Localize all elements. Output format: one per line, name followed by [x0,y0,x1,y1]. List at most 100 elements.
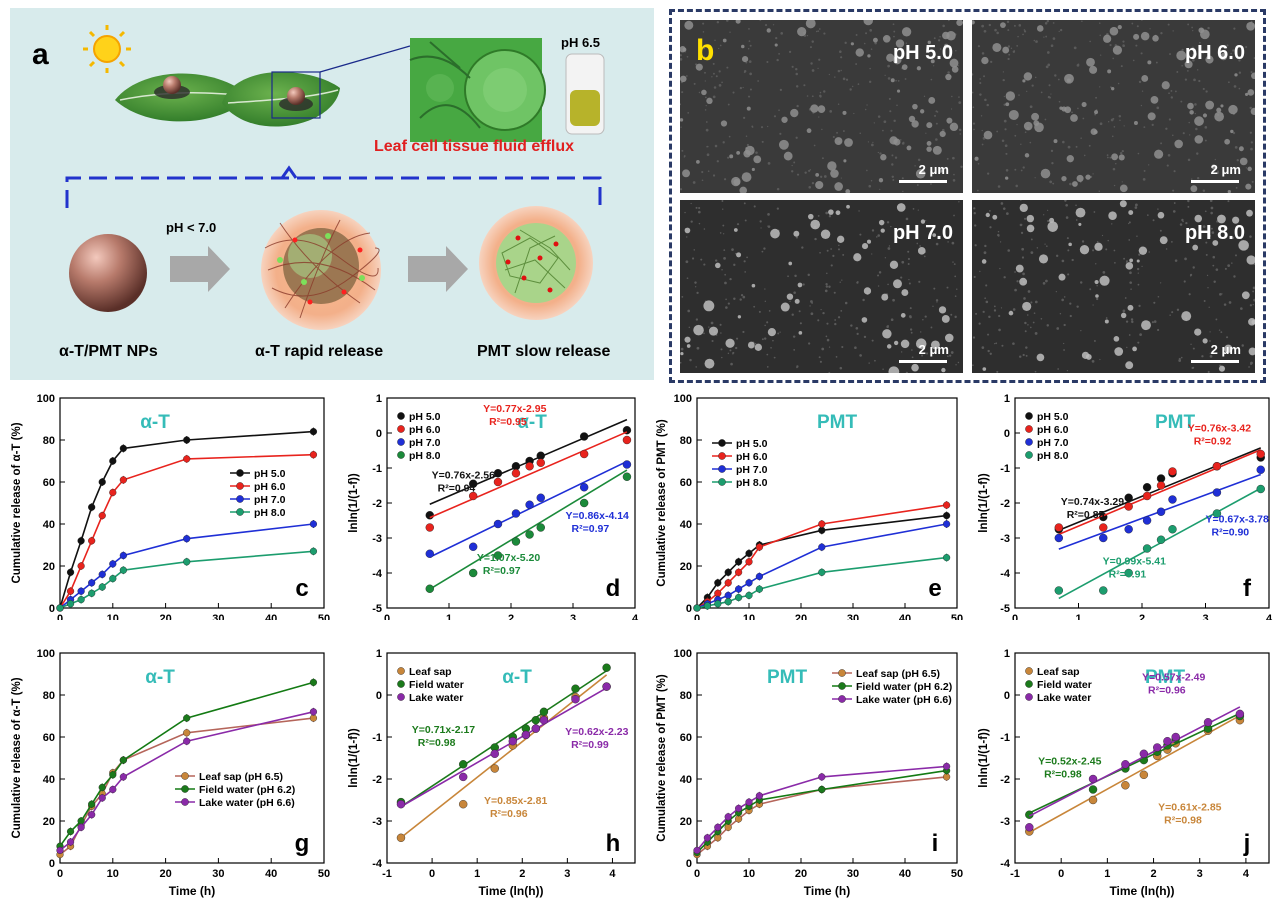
sem-noise-dot [694,286,697,288]
data-point [309,678,318,687]
sem-noise-dot [1023,30,1027,33]
sem-particle [1036,353,1045,362]
sem-noise-dot [906,229,909,233]
x-tick-label: 20 [159,868,171,880]
panel-letter: c [295,575,308,602]
sem-particle [908,115,916,123]
sem-noise-dot [973,211,976,215]
sem-noise-dot [871,229,875,232]
sem-noise-dot [1067,145,1071,149]
sem-noise-dot [753,305,756,308]
sem-particle [1109,26,1119,36]
sem-particle [680,75,687,83]
sem-noise-dot [1212,255,1216,259]
sem-noise-dot [1172,210,1176,213]
sem-noise-dot [714,144,718,148]
data-point [88,800,96,808]
sem-noise-dot [1160,142,1163,145]
sem-noise-dot [1031,84,1034,87]
sem-noise-dot [685,236,688,238]
sem-noise-dot [768,310,771,312]
sem-particle [793,230,800,237]
sem-noise-dot [1091,359,1095,363]
sem-noise-dot [1129,271,1132,275]
data-point [109,457,117,465]
sem-noise-dot [819,360,822,363]
sem-noise-dot [684,211,686,214]
sem-noise-dot [839,281,841,283]
sem-particle [1152,35,1159,42]
sem-noise-dot [820,309,822,311]
sem-noise-dot [1140,104,1143,107]
sem-noise-dot [687,309,691,313]
sem-noise-dot [1192,30,1194,32]
sem-noise-dot [1109,43,1112,47]
legend-marker [397,412,405,420]
sem-noise-dot [988,315,991,319]
sem-noise-dot [917,158,921,162]
sem-noise-dot [779,132,782,135]
sem-noise-dot [1022,353,1025,357]
legend-marker [397,451,405,459]
sem-noise-dot [1059,313,1062,315]
legend-label: pH 5.0 [1037,411,1069,423]
sem-noise-dot [1220,229,1224,233]
data-point [1124,525,1133,534]
chart-title: α-T [502,667,532,688]
sem-noise-dot [721,269,723,271]
data-point [622,460,632,469]
data-point [1121,760,1130,769]
sem-noise-dot [1250,362,1253,366]
sem-noise-dot [679,188,683,191]
sem-noise-dot [1040,91,1043,94]
sem-noise-dot [1196,152,1199,155]
x-tick-label: 0 [694,868,700,880]
sem-noise-dot [1014,288,1017,292]
legend-label: pH 5.0 [254,468,286,480]
sem-noise-dot [1131,320,1134,324]
sem-noise-dot [887,64,891,68]
sem-noise-dot [1033,39,1036,42]
sem-noise-dot [998,314,1001,318]
sem-noise-dot [735,346,738,350]
sem-noise-dot [1067,249,1070,252]
sem-particle [1161,81,1170,90]
sem-noise-dot [1174,259,1178,262]
data-point [1168,467,1177,476]
sem-noise-dot [728,135,731,138]
sem-noise-dot [892,178,895,181]
sem-noise-dot [715,259,718,262]
sem-particle [684,20,694,30]
sem-noise-dot [1245,45,1248,49]
sem-noise-dot [1136,267,1140,271]
sem-noise-dot [1137,341,1140,344]
y-tick-label: 40 [680,519,692,531]
sem-particle [1238,240,1249,251]
sem-noise-dot [852,85,854,88]
sem-particle [1058,273,1066,281]
sem-particle [941,367,946,373]
sem-noise-dot [1238,59,1241,62]
sem-noise-dot [1209,234,1212,237]
x-tick-label: 3 [1202,613,1208,620]
sem-particle [1000,22,1006,29]
sem-noise-dot [1021,256,1025,259]
sem-noise-dot [821,157,824,160]
sem-particle [709,49,713,54]
sem-particle [1147,112,1156,121]
sem-noise-dot [764,24,768,27]
sem-noise-dot [1030,301,1033,304]
data-point [714,600,722,608]
sem-noise-dot [802,283,805,286]
sem-particle [1194,328,1202,336]
sem-noise-dot [1014,271,1016,273]
sem-particle [1076,174,1084,182]
sem-noise-dot [1174,90,1177,93]
sem-noise-dot [1101,234,1104,237]
sem-noise-dot [866,104,868,106]
sem-noise-dot [693,249,696,251]
data-point [1156,507,1166,516]
plot-frame [696,652,958,864]
sem-noise-dot [681,91,684,94]
sem-noise-dot [1234,145,1238,149]
